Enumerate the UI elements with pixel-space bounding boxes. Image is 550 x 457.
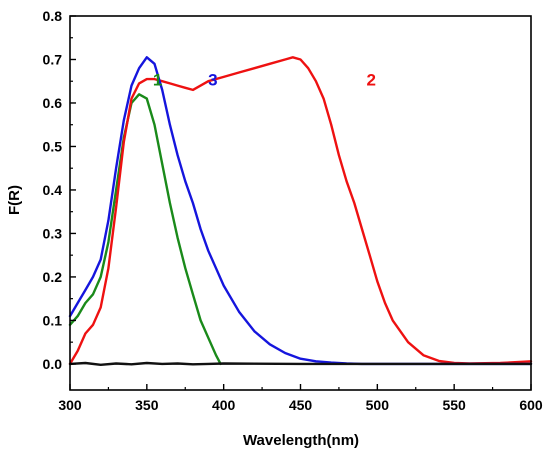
y-tick-label: 0.3: [43, 225, 63, 241]
series-annotations: 1 3 2: [153, 71, 376, 90]
x-tick-label: 450: [289, 397, 313, 413]
y-axis-title: F(R): [6, 185, 23, 215]
x-tick-label: 600: [519, 397, 543, 413]
series-label-2: 2: [366, 71, 375, 90]
x-tick-label: 350: [135, 397, 159, 413]
baseline-line: [68, 361, 533, 366]
y-tick-label: 0.8: [43, 8, 63, 24]
y-tick-label: 0.1: [43, 312, 63, 328]
y-tick-label: 0.4: [43, 182, 63, 198]
x-tick-label: 400: [212, 397, 236, 413]
plot-content: [68, 56, 533, 366]
x-axis-title: Wavelength(nm): [243, 432, 359, 449]
series-1-line: [68, 93, 222, 366]
y-axis: 0.0 0.1 0.2 0.3 0.4 0.5 0.6 0.7 0.8: [43, 8, 76, 372]
x-tick-label: 500: [366, 397, 390, 413]
x-tick-label: 300: [58, 397, 82, 413]
series-2-line: [68, 56, 533, 366]
series-label-3: 3: [208, 71, 217, 90]
plot-frame: [69, 15, 532, 391]
y-tick-label: 0.5: [43, 138, 63, 154]
y-tick-label: 0.7: [43, 51, 63, 67]
x-tick-label: 550: [442, 397, 466, 413]
y-tick-label: 0.6: [43, 95, 63, 111]
series-3-line: [68, 56, 533, 366]
x-axis: 300 350 400 450 500 550 600: [58, 384, 543, 413]
y-tick-label: 0.0: [43, 356, 63, 372]
y-tick-label: 0.2: [43, 269, 63, 285]
series-label-1: 1: [153, 71, 162, 90]
